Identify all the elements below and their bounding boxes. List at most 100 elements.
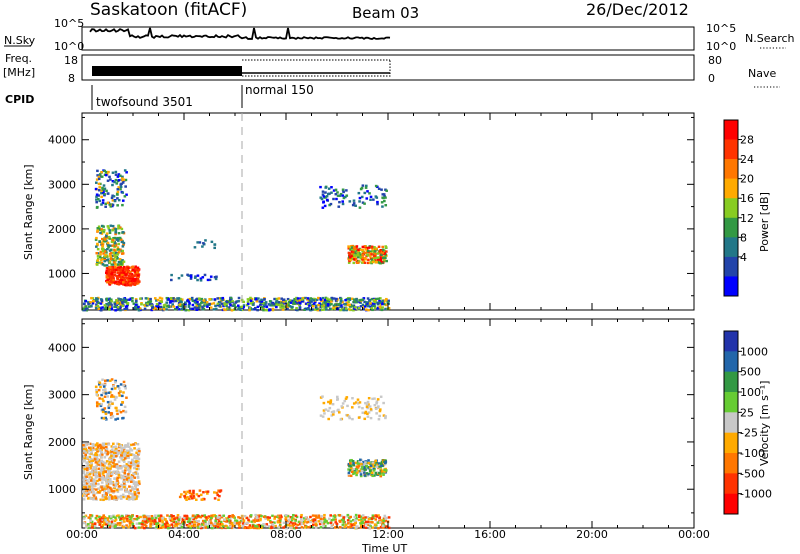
power-cell bbox=[245, 303, 249, 307]
velocity-cell bbox=[132, 525, 136, 528]
power-cell bbox=[114, 228, 118, 231]
velocity-cell bbox=[365, 403, 369, 406]
velocity-cell bbox=[110, 387, 114, 391]
velocity-cell bbox=[107, 391, 111, 394]
velocity-cell bbox=[94, 443, 98, 446]
velocity-cell bbox=[263, 524, 267, 528]
velocity-cell bbox=[143, 523, 147, 526]
velocity-cell bbox=[122, 380, 126, 384]
power-cell bbox=[313, 300, 317, 304]
velocity-cell bbox=[365, 472, 369, 475]
velocity-cell bbox=[313, 518, 317, 522]
power-cell bbox=[330, 186, 333, 189]
velocity-cell bbox=[192, 517, 195, 521]
velocity-cell bbox=[131, 463, 135, 466]
velocity-cell bbox=[379, 519, 383, 522]
power-cell bbox=[260, 298, 263, 301]
power-cell bbox=[256, 308, 259, 312]
velocity-cell bbox=[100, 466, 104, 470]
velocity-cell bbox=[176, 514, 180, 517]
power-cell bbox=[339, 305, 343, 309]
power-cell bbox=[111, 203, 115, 207]
velocity-cell bbox=[241, 517, 245, 520]
freq-frame bbox=[81, 54, 695, 81]
velocity-cell bbox=[303, 526, 307, 529]
velocity-cell bbox=[106, 518, 109, 521]
power-cell bbox=[103, 250, 107, 253]
velocity-cell bbox=[93, 522, 97, 525]
y-tick-label: 1000 bbox=[48, 483, 76, 496]
power-cell bbox=[96, 174, 99, 177]
power-cell bbox=[149, 300, 153, 303]
power-cell bbox=[345, 307, 348, 310]
velocity-cell bbox=[360, 466, 364, 469]
power-cell bbox=[323, 300, 326, 304]
power-cell bbox=[152, 307, 155, 311]
power-cell bbox=[355, 300, 359, 303]
power-cell bbox=[119, 185, 123, 189]
velocity-cell bbox=[115, 514, 119, 518]
velocity-cell bbox=[111, 518, 114, 522]
power-cell bbox=[323, 204, 327, 208]
power-cell bbox=[347, 261, 351, 264]
velocity-cell bbox=[128, 492, 131, 495]
power-cell bbox=[102, 189, 105, 192]
velocity-cell bbox=[186, 520, 190, 523]
power-cell bbox=[277, 297, 281, 300]
power-cell bbox=[312, 299, 316, 302]
velocity-cell bbox=[362, 460, 365, 464]
velocity-cell bbox=[89, 448, 93, 451]
velocity-cell bbox=[349, 520, 353, 523]
power-cell bbox=[338, 302, 342, 305]
velocity-cell bbox=[94, 461, 98, 464]
power-cell bbox=[237, 300, 240, 303]
velocity-cell bbox=[282, 521, 286, 524]
power-cell bbox=[367, 304, 370, 308]
velocity-cell bbox=[165, 521, 169, 525]
power-cell bbox=[242, 300, 246, 304]
freq-twofsound-block bbox=[92, 66, 242, 76]
power-cell bbox=[263, 303, 266, 307]
velocity-cell bbox=[121, 516, 125, 519]
power-cell bbox=[111, 229, 114, 232]
x-tick-label: 00:00 bbox=[678, 528, 710, 541]
power-cell bbox=[367, 308, 370, 312]
velocity-cell bbox=[384, 460, 388, 464]
velocity-cell bbox=[106, 485, 110, 489]
velocity-cell bbox=[116, 452, 120, 456]
power-cell bbox=[338, 200, 341, 204]
power-cell bbox=[275, 304, 279, 307]
power-cell bbox=[151, 306, 154, 309]
power-cell bbox=[232, 308, 236, 312]
power-cell bbox=[202, 307, 206, 311]
velocity-cell bbox=[82, 480, 86, 483]
power-cell bbox=[95, 200, 98, 204]
power-cell bbox=[129, 273, 132, 276]
velocity-cell bbox=[358, 401, 362, 404]
velocity-cell bbox=[116, 490, 120, 493]
velocity-cell bbox=[121, 394, 124, 398]
velocity-cell bbox=[106, 379, 109, 382]
power-cell bbox=[380, 188, 383, 191]
power-cell bbox=[103, 304, 107, 307]
power-cell bbox=[96, 247, 100, 251]
velocity-cell bbox=[189, 495, 193, 498]
velocity-cell bbox=[84, 453, 88, 457]
velocity-cell bbox=[123, 476, 126, 480]
velocity-cell bbox=[188, 491, 192, 495]
power-cell bbox=[116, 251, 120, 255]
power-cell bbox=[242, 304, 246, 307]
velocity-cell bbox=[181, 518, 185, 522]
colorbar-swatch bbox=[724, 412, 738, 433]
power-cell bbox=[203, 273, 207, 277]
velocity-cell bbox=[107, 406, 111, 410]
power-cell bbox=[385, 297, 388, 301]
velocity-cell bbox=[377, 527, 380, 530]
power-cell bbox=[197, 297, 201, 300]
power-cell bbox=[268, 303, 272, 306]
velocity-cell bbox=[117, 471, 121, 474]
power-cell bbox=[120, 267, 124, 270]
velocity-cell bbox=[132, 466, 136, 470]
velocity-cell bbox=[127, 498, 131, 501]
velocity-cell bbox=[122, 484, 125, 487]
